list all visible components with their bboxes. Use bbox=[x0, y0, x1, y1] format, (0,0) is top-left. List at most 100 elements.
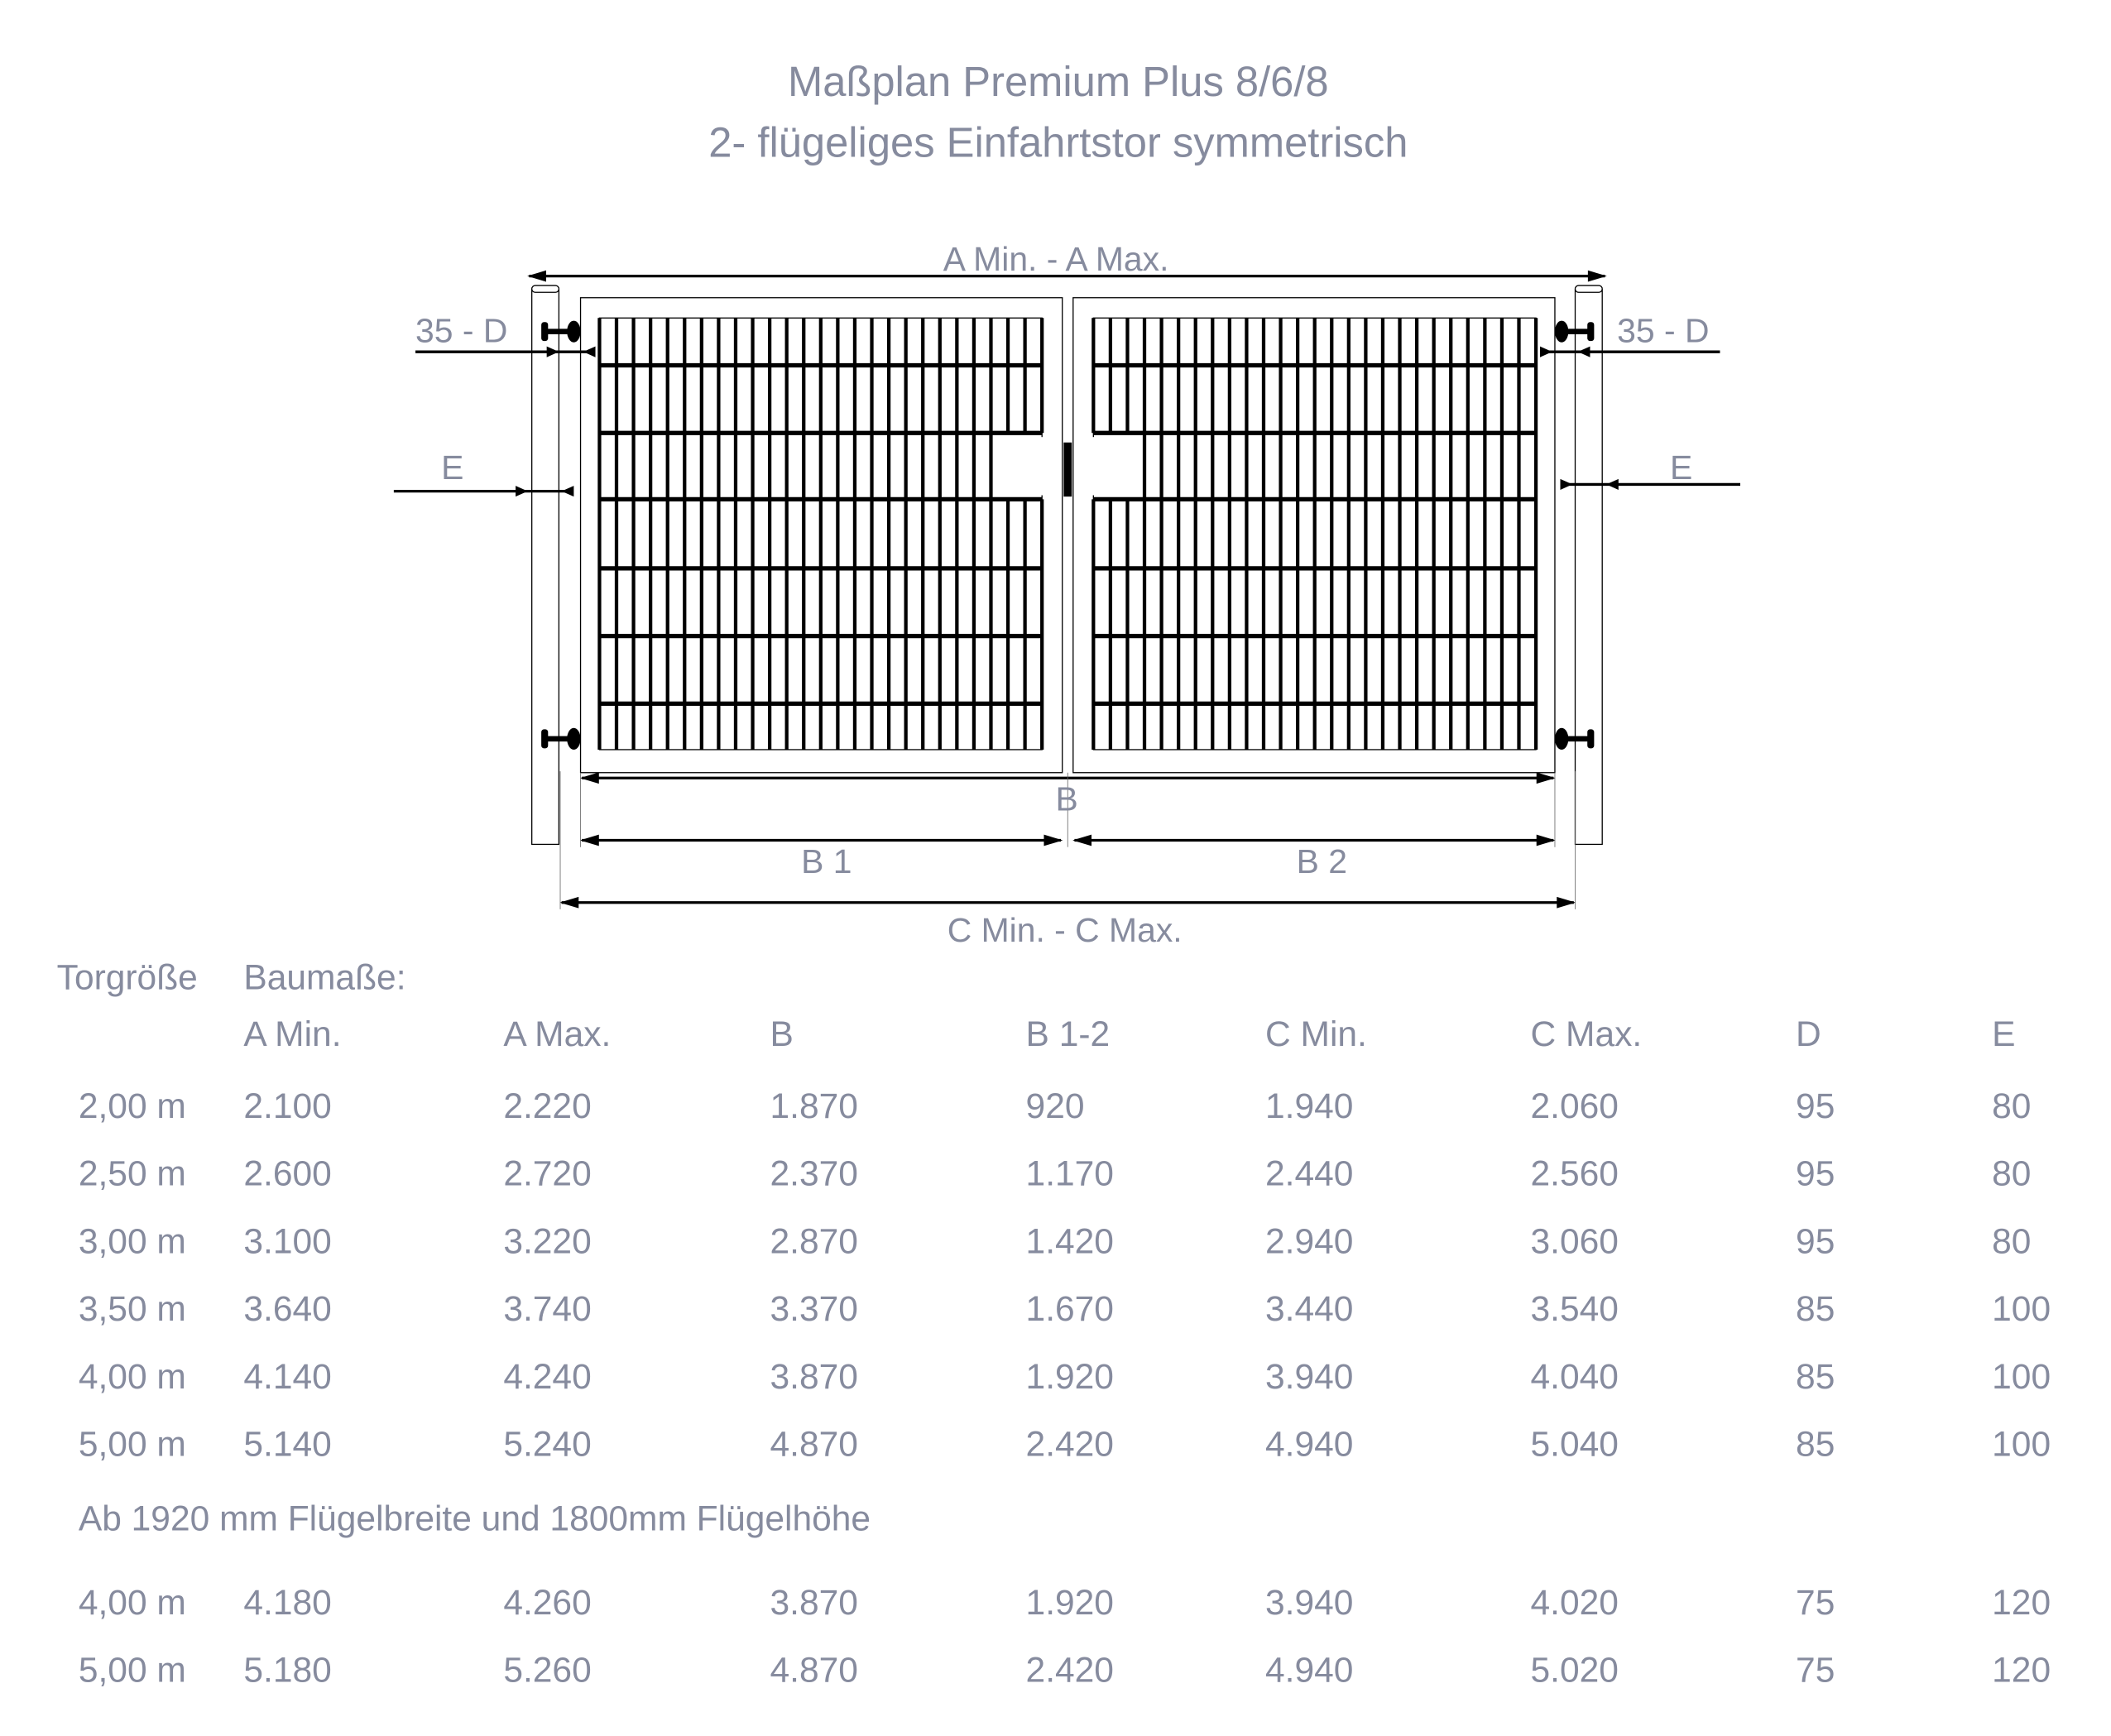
table-cell: 80 bbox=[1992, 1153, 2032, 1194]
table-cell: 4.040 bbox=[1530, 1355, 1619, 1397]
table-cell: 85 bbox=[1796, 1423, 1835, 1465]
column-header: A Max. bbox=[503, 1013, 612, 1054]
b2-dimension-label: B 2 bbox=[1296, 842, 1347, 881]
table-cell: 4.940 bbox=[1265, 1649, 1354, 1690]
table-cell: 4,00 m bbox=[78, 1355, 186, 1397]
d-dimension-label-left: 35 - D bbox=[415, 312, 508, 351]
dimensions-group-header: Baumaße: bbox=[243, 957, 406, 998]
table-cell: 100 bbox=[1992, 1288, 2051, 1329]
table-cell: 1.940 bbox=[1265, 1085, 1354, 1126]
table-cell: 5.180 bbox=[243, 1649, 332, 1690]
table-cell: 100 bbox=[1992, 1355, 2051, 1397]
table-cell: 85 bbox=[1796, 1288, 1835, 1329]
table-cell: 1.920 bbox=[1025, 1581, 1114, 1623]
table-cell: 75 bbox=[1796, 1649, 1835, 1690]
table-cell: 5.240 bbox=[503, 1423, 592, 1465]
column-header: D bbox=[1796, 1013, 1821, 1054]
right-post bbox=[1574, 285, 1603, 846]
table-cell: 4.940 bbox=[1265, 1423, 1354, 1465]
table-cell: 2.100 bbox=[243, 1085, 332, 1126]
table-cell: 5.040 bbox=[1530, 1423, 1619, 1465]
table-cell: 5,00 m bbox=[78, 1649, 186, 1690]
table-cell: 85 bbox=[1796, 1355, 1835, 1397]
column-header: B bbox=[770, 1013, 794, 1054]
title-line-1: Maßplan Premium Plus 8/6/8 bbox=[787, 58, 1329, 106]
table-cell: 4.020 bbox=[1530, 1581, 1619, 1623]
left-leaf-mesh bbox=[597, 317, 1047, 751]
table-cell: 80 bbox=[1992, 1220, 2032, 1262]
table-cell: 3.440 bbox=[1265, 1288, 1354, 1329]
table-cell: 2.060 bbox=[1530, 1085, 1619, 1126]
table-cell: 5.140 bbox=[243, 1423, 332, 1465]
column-header: C Max. bbox=[1530, 1013, 1643, 1054]
table-cell: 2.870 bbox=[770, 1220, 858, 1262]
right-leaf-mesh bbox=[1089, 317, 1538, 751]
table-cell: 1.420 bbox=[1025, 1220, 1114, 1262]
table-cell: 3.940 bbox=[1265, 1581, 1354, 1623]
table-cell: 4.140 bbox=[243, 1355, 332, 1397]
table-cell: 3.870 bbox=[770, 1581, 858, 1623]
table-cell: 920 bbox=[1025, 1085, 1085, 1126]
table-cell: 3.870 bbox=[770, 1355, 858, 1397]
table-cell: 3,50 m bbox=[78, 1288, 186, 1329]
table-cell: 2,00 m bbox=[78, 1085, 186, 1126]
d-dimension-label-right: 35 - D bbox=[1617, 312, 1710, 351]
table-cell: 2.560 bbox=[1530, 1153, 1619, 1194]
table-cell: 2.220 bbox=[503, 1085, 592, 1126]
b-dimension-label: B bbox=[1055, 780, 1078, 819]
title-line-2: 2- flügeliges Einfahrtstor symmetrisch bbox=[708, 118, 1408, 167]
b1-dimension-label: B 1 bbox=[801, 842, 852, 881]
table-cell: 80 bbox=[1992, 1085, 2032, 1126]
table-cell: 2.440 bbox=[1265, 1153, 1354, 1194]
table-cell: 4.870 bbox=[770, 1649, 858, 1690]
e-dimension-label-right: E bbox=[1669, 448, 1693, 487]
table-cell: 75 bbox=[1796, 1581, 1835, 1623]
table-cell: 95 bbox=[1796, 1220, 1835, 1262]
table-cell: 3.940 bbox=[1265, 1355, 1354, 1397]
table-cell: 95 bbox=[1796, 1085, 1835, 1126]
lock-gap bbox=[1089, 437, 1137, 496]
table-cell: 1.870 bbox=[770, 1085, 858, 1126]
table-cell: 3.220 bbox=[503, 1220, 592, 1262]
table-cell: 5.020 bbox=[1530, 1649, 1619, 1690]
left-post bbox=[531, 285, 560, 846]
table-cell: 1.670 bbox=[1025, 1288, 1114, 1329]
table-cell: 3.740 bbox=[503, 1288, 592, 1329]
a-dimension-label: A Min. - A Max. bbox=[943, 241, 1169, 279]
extension-lines bbox=[559, 771, 1576, 909]
table-cell: 2.420 bbox=[1025, 1423, 1114, 1465]
lock-gap bbox=[998, 437, 1047, 496]
table-cell: 2.600 bbox=[243, 1153, 332, 1194]
table-cell: 4.240 bbox=[503, 1355, 592, 1397]
lock-icon bbox=[1063, 442, 1072, 497]
table-cell: 3.640 bbox=[243, 1288, 332, 1329]
table-cell: 120 bbox=[1992, 1581, 2051, 1623]
column-header: A Min. bbox=[243, 1013, 342, 1054]
gate-drawing bbox=[393, 270, 1740, 909]
table-cell: 3.370 bbox=[770, 1288, 858, 1329]
table-cell: 4.870 bbox=[770, 1423, 858, 1465]
table-cell: 3.540 bbox=[1530, 1288, 1619, 1329]
column-header: E bbox=[1992, 1013, 2016, 1054]
table-cell: 95 bbox=[1796, 1153, 1835, 1194]
table-cell: 5,00 m bbox=[78, 1423, 186, 1465]
table-cell: 120 bbox=[1992, 1649, 2051, 1690]
table-cell: 3,00 m bbox=[78, 1220, 186, 1262]
gate-size-header: Torgröße bbox=[56, 957, 198, 998]
small-arrowheads bbox=[516, 346, 1619, 497]
table-cell: 3.100 bbox=[243, 1220, 332, 1262]
table-cell: 2,50 m bbox=[78, 1153, 186, 1194]
table-cell: 1.170 bbox=[1025, 1153, 1114, 1194]
table-cell: 2.940 bbox=[1265, 1220, 1354, 1262]
table-cell: 5.260 bbox=[503, 1649, 592, 1690]
table-cell: 3.060 bbox=[1530, 1220, 1619, 1262]
table-cell: 2.370 bbox=[770, 1153, 858, 1194]
e-dimension-label-left: E bbox=[441, 448, 464, 487]
table-cell: 2.720 bbox=[503, 1153, 592, 1194]
hinge-icon bbox=[541, 320, 1595, 750]
table-cell: 4,00 m bbox=[78, 1581, 186, 1623]
column-header: C Min. bbox=[1265, 1013, 1367, 1054]
table-cell: 4.260 bbox=[503, 1581, 592, 1623]
table-cell: 1.920 bbox=[1025, 1355, 1114, 1397]
